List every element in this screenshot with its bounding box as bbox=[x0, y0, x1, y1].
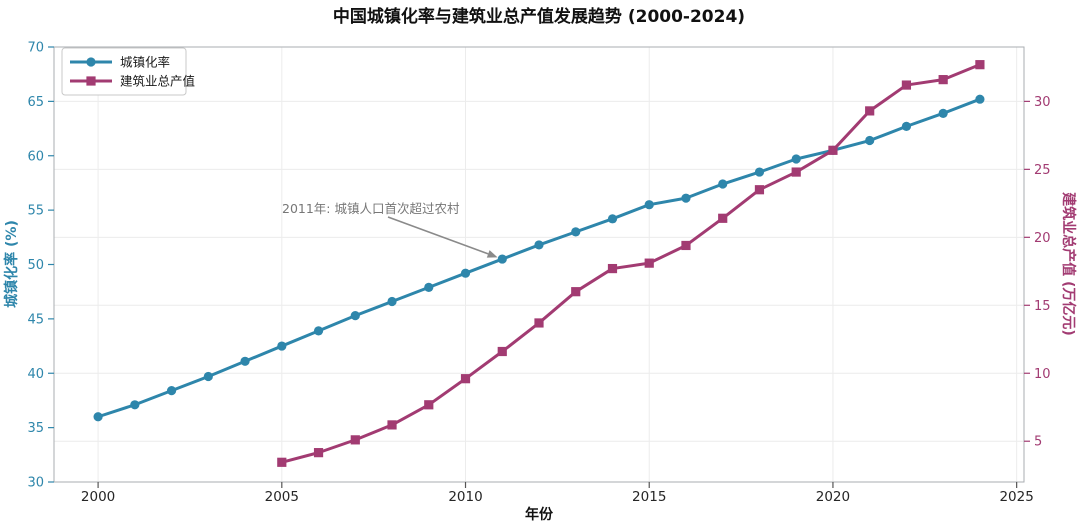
legend-marker-square bbox=[86, 76, 96, 86]
data-point-square bbox=[350, 435, 360, 445]
left-axis-label: 城镇化率 (%) bbox=[3, 220, 20, 308]
series-layer bbox=[93, 60, 985, 467]
data-point-circle bbox=[718, 179, 728, 189]
x-tick-label: 2025 bbox=[999, 489, 1033, 505]
data-point-square bbox=[387, 420, 397, 430]
x-tick-label: 2015 bbox=[632, 489, 666, 505]
data-point-circle bbox=[644, 200, 654, 210]
right-tick-label: 30 bbox=[1034, 95, 1051, 110]
legend-item: 建筑业总产值 bbox=[70, 74, 195, 89]
left-tick-label: 40 bbox=[27, 367, 44, 382]
data-point-circle bbox=[938, 108, 948, 118]
series-line bbox=[96, 97, 982, 419]
data-point-square bbox=[497, 346, 507, 357]
left-tick-label: 55 bbox=[27, 204, 44, 219]
data-point-square bbox=[534, 318, 544, 328]
annotation-arrowhead bbox=[486, 250, 498, 258]
data-point-square bbox=[865, 106, 875, 116]
data-point-circle bbox=[534, 240, 544, 250]
series-construction-output bbox=[277, 60, 985, 467]
data-point-circle bbox=[277, 341, 287, 351]
right-tick-label: 25 bbox=[1034, 163, 1051, 178]
data-point-circle bbox=[350, 311, 360, 321]
data-point-square bbox=[938, 75, 948, 85]
legend-item: 城镇化率 bbox=[70, 55, 170, 70]
left-tick-label: 65 bbox=[27, 95, 44, 110]
data-point-circle bbox=[93, 412, 103, 422]
x-tick-label: 2010 bbox=[448, 489, 482, 505]
data-point-square bbox=[718, 213, 728, 223]
legend-marker-circle bbox=[86, 57, 96, 67]
series-urbanization-rate bbox=[93, 94, 985, 422]
legend-label: 建筑业总产值 bbox=[120, 74, 195, 89]
data-point-circle bbox=[571, 227, 581, 237]
left-tick-label: 60 bbox=[27, 149, 44, 164]
right-tick-label: 15 bbox=[1034, 299, 1051, 314]
data-point-square bbox=[754, 185, 765, 195]
right-tick-label: 10 bbox=[1034, 367, 1051, 382]
right-tick-label: 20 bbox=[1034, 231, 1051, 246]
data-point-square bbox=[607, 263, 618, 274]
data-point-square bbox=[424, 400, 434, 410]
data-point-square bbox=[313, 448, 324, 458]
grid-layer bbox=[54, 47, 1024, 482]
legend-label: 城镇化率 bbox=[120, 55, 170, 70]
data-point-circle bbox=[130, 400, 140, 410]
data-point-circle bbox=[975, 94, 985, 104]
left-tick-label: 70 bbox=[27, 41, 44, 56]
data-point-circle bbox=[754, 167, 765, 177]
left-tick-label: 50 bbox=[27, 258, 44, 273]
x-tick-label: 2005 bbox=[265, 489, 299, 505]
data-point-square bbox=[571, 287, 581, 297]
x-axis-label: 年份 bbox=[525, 506, 554, 523]
annotation-arrow-line bbox=[387, 216, 489, 255]
data-point-circle bbox=[460, 268, 471, 278]
data-point-circle bbox=[240, 356, 250, 366]
annotation-2011-text: 2011年: 城镇人口首次超过农村 bbox=[282, 201, 460, 216]
data-point-square bbox=[644, 258, 654, 268]
data-point-circle bbox=[166, 386, 177, 396]
data-point-circle bbox=[681, 193, 691, 203]
right-tick-label: 5 bbox=[1034, 435, 1042, 450]
data-point-circle bbox=[791, 154, 801, 164]
left-tick-label: 45 bbox=[27, 312, 44, 327]
plot-frame bbox=[53, 46, 1025, 483]
data-point-square bbox=[460, 374, 471, 384]
plot-border bbox=[53, 46, 1025, 483]
data-point-circle bbox=[203, 371, 213, 382]
data-point-square bbox=[681, 240, 691, 251]
chart-title: 中国城镇化率与建筑业总产值发展趋势 (2000-2024) bbox=[333, 6, 745, 27]
annotation-layer: 2011年: 城镇人口首次超过农村 bbox=[282, 201, 498, 258]
data-point-circle bbox=[901, 121, 912, 131]
x-tick-label: 2000 bbox=[81, 489, 115, 505]
data-point-circle bbox=[607, 214, 618, 224]
left-tick-label: 30 bbox=[27, 476, 44, 491]
data-point-square bbox=[277, 457, 287, 467]
data-point-circle bbox=[387, 296, 397, 307]
data-point-circle bbox=[865, 135, 875, 146]
data-point-circle bbox=[313, 326, 324, 336]
x-tick-label: 2020 bbox=[816, 489, 850, 505]
left-tick-label: 35 bbox=[27, 421, 44, 436]
data-point-circle bbox=[497, 254, 507, 264]
right-axis-label: 建筑业总产值 (万亿元) bbox=[1060, 192, 1077, 336]
data-point-circle bbox=[424, 282, 434, 292]
data-point-square bbox=[791, 167, 801, 177]
data-point-square bbox=[975, 60, 985, 70]
series-line bbox=[280, 63, 982, 464]
data-point-square bbox=[828, 145, 838, 155]
data-point-square bbox=[901, 80, 912, 90]
